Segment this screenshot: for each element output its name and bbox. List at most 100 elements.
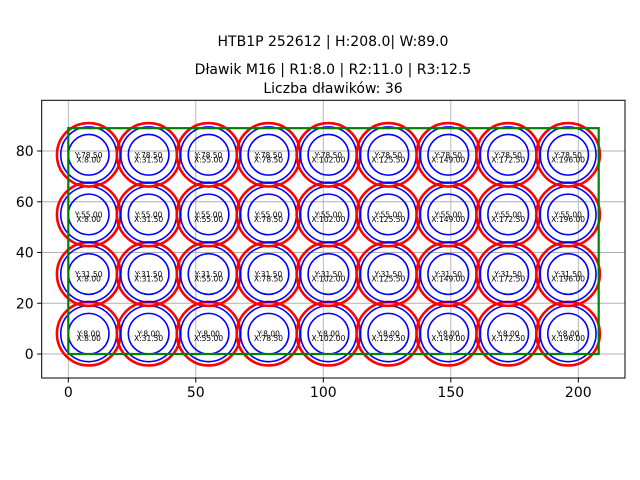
- gland-y-label: Y:8.00: [256, 330, 280, 339]
- gland-y-label: Y:31.50: [553, 270, 582, 279]
- gland-y-label: Y:31.50: [194, 270, 223, 279]
- gland-x-label: X:8.00: [77, 215, 102, 224]
- gland-y-label: Y:78.50: [553, 151, 582, 160]
- gland-x-label: X:102.00: [311, 215, 345, 224]
- gland-x-label: X:172.50: [491, 275, 525, 284]
- gland-y-label: Y:55.00: [134, 210, 163, 219]
- chart-title-line1: Dławik M16 | R1:8.0 | R2:11.0 | R3:12.5: [195, 62, 472, 78]
- gland-y-label: Y:55.00: [74, 210, 103, 219]
- x-tick-label: 100: [310, 385, 337, 401]
- gland-labels-layer: Y:8.00X:8.00 Y:8.00X:31.50 Y:8.00X:55.00 Y:…: [74, 151, 585, 343]
- y-tick-label: 60: [16, 195, 34, 211]
- gland-circle-r1: [427, 193, 470, 236]
- gland-y-label: Y:8.00: [556, 330, 580, 339]
- gland-circle-r1: [367, 252, 410, 296]
- gland-x-label: X:102.00: [311, 155, 345, 164]
- gland-y-label: Y:8.00: [376, 330, 400, 339]
- gland-x-label: X:55.00: [194, 334, 223, 343]
- gland-y-label: Y:78.50: [74, 151, 103, 160]
- gland-circle-r1: [487, 133, 530, 176]
- gland-x-label: X:125.50: [371, 155, 405, 164]
- gland-y-label: Y:78.50: [433, 151, 462, 160]
- gland-x-label: X:55.00: [194, 155, 223, 164]
- gland-circle-r2: [539, 126, 597, 184]
- gland-y-label: Y:8.00: [496, 330, 520, 339]
- gland-circle-r1: [187, 133, 230, 176]
- gland-x-label: X:172.50: [491, 215, 525, 224]
- gland-y-label: Y:8.00: [316, 330, 340, 339]
- x-tick-label: 0: [64, 385, 73, 401]
- gland-x-label: X:31.50: [134, 155, 163, 164]
- gland-y-label: Y:55.00: [374, 210, 403, 219]
- gland-x-label: X:196.00: [551, 275, 585, 284]
- gland-y-label: Y:55.00: [254, 210, 283, 219]
- gland-y-label: Y:55.00: [553, 210, 582, 219]
- gland-circle-r1: [367, 193, 410, 236]
- gland-y-label: Y:8.00: [76, 330, 100, 339]
- x-tick-label: 150: [437, 385, 464, 401]
- gland-y-label: Y:8.00: [436, 330, 460, 339]
- gland-x-label: X:102.00: [311, 275, 345, 284]
- gland-y-label: Y:31.50: [493, 270, 522, 279]
- gland-y-label: Y:78.50: [314, 151, 343, 160]
- chart-suptitle: HTB1P 252612 | H:208.0| W:89.0: [218, 34, 449, 50]
- x-tick-label: 50: [187, 385, 205, 401]
- gland-x-label: X:149.00: [431, 215, 465, 224]
- gland-x-label: X:172.50: [491, 155, 525, 164]
- gland-y-label: Y:31.50: [134, 270, 163, 279]
- gland-y-label: Y:55.00: [493, 210, 522, 219]
- gland-circles-layer: [55, 121, 602, 367]
- gland-circle-r1: [127, 252, 170, 296]
- y-tick-label: 80: [16, 144, 34, 160]
- gland-x-label: X:125.50: [371, 275, 405, 284]
- gland-y-label: Y:55.00: [194, 210, 223, 219]
- gland-x-label: X:149.00: [431, 275, 465, 284]
- y-tick-label: 0: [25, 347, 34, 363]
- gland-y-label: Y:8.00: [196, 330, 220, 339]
- gland-circle-r1: [487, 252, 530, 296]
- gland-x-label: X:125.50: [371, 334, 405, 343]
- gland-x-label: X:31.50: [134, 275, 163, 284]
- gland-x-label: X:55.00: [194, 215, 223, 224]
- gland-y-label: Y:78.50: [194, 151, 223, 160]
- gland-circle-r1: [427, 133, 470, 176]
- axes-spines: [41, 99, 626, 379]
- gland-x-label: X:102.00: [311, 334, 345, 343]
- gland-y-label: Y:31.50: [74, 270, 103, 279]
- gland-circle-r1: [546, 133, 590, 176]
- gland-circle-r1: [127, 133, 170, 176]
- chart-title-line2: Liczba dławików: 36: [263, 81, 402, 97]
- x-tick-label: 200: [565, 385, 592, 401]
- y-tick-label: 40: [16, 246, 34, 262]
- gland-circle-r1: [487, 193, 530, 236]
- gland-y-label: Y:31.50: [254, 270, 283, 279]
- gland-y-label: Y:78.50: [493, 151, 522, 160]
- gland-x-label: X:78.50: [254, 215, 283, 224]
- gland-x-label: X:8.00: [77, 334, 102, 343]
- gland-y-label: Y:31.50: [314, 270, 343, 279]
- axes-spines-layer: [41, 99, 626, 379]
- tick-layer: 0 50 100 150 200 0 20 40 60 80: [16, 144, 592, 401]
- gland-y-label: Y:78.50: [134, 151, 163, 160]
- gland-y-label: Y:8.00: [136, 330, 160, 339]
- gland-x-label: X:31.50: [134, 334, 163, 343]
- gland-y-label: Y:55.00: [433, 210, 462, 219]
- gland-circle-r1: [187, 252, 230, 296]
- gland-y-label: Y:78.50: [254, 151, 283, 160]
- panel-outline-rect: [67, 127, 600, 356]
- gland-x-label: X:55.00: [194, 275, 223, 284]
- gland-circle-r1: [307, 193, 350, 236]
- gland-circle-r1: [247, 133, 290, 176]
- gland-x-label: X:31.50: [134, 215, 163, 224]
- gland-y-label: Y:31.50: [374, 270, 403, 279]
- gland-x-label: X:125.50: [371, 215, 405, 224]
- gland-x-label: X:8.00: [77, 155, 102, 164]
- gland-y-label: Y:31.50: [433, 270, 462, 279]
- gland-circle-r1: [427, 252, 470, 296]
- gland-x-label: X:78.50: [254, 155, 283, 164]
- gland-x-label: X:78.50: [254, 275, 283, 284]
- gland-x-label: X:149.00: [431, 334, 465, 343]
- gland-circle-r1: [247, 193, 290, 236]
- gland-x-label: X:149.00: [431, 155, 465, 164]
